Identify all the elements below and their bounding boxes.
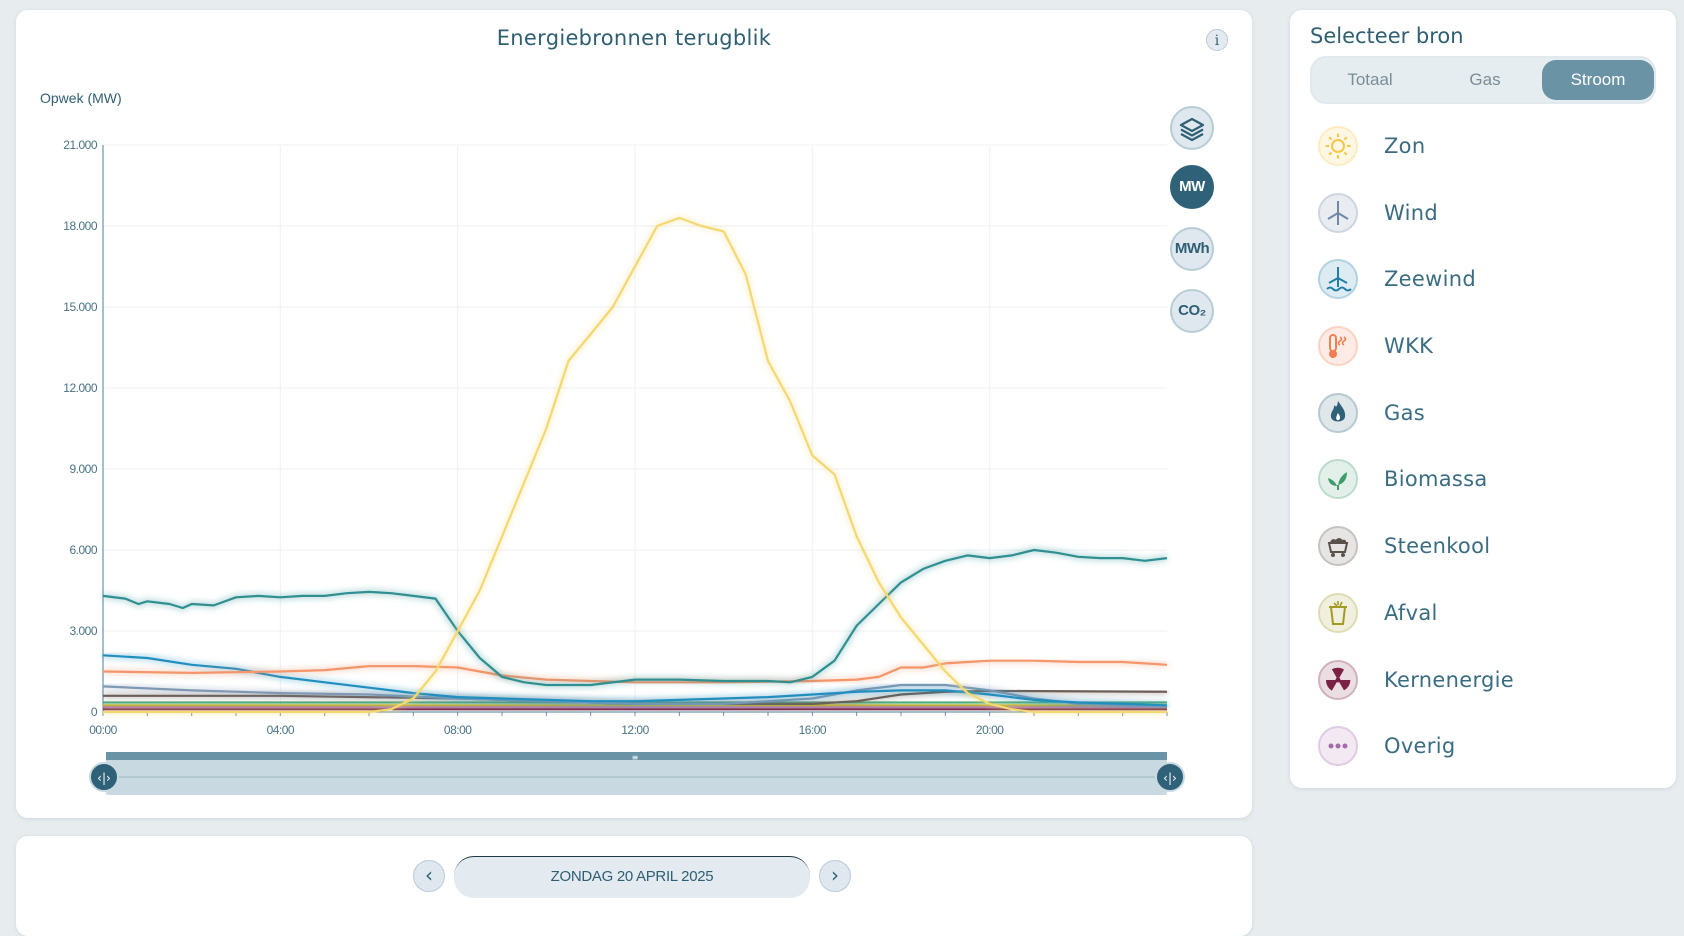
source-item-afval[interactable]: Afval xyxy=(1318,581,1658,648)
source-item-zon[interactable]: Zon xyxy=(1318,114,1658,181)
drag-handle-icon: ‹|› xyxy=(1163,771,1177,785)
waste-bin-icon xyxy=(1318,592,1358,633)
y-tick-label: 21.000 xyxy=(63,138,98,152)
source-label: Overig xyxy=(1384,734,1456,759)
y-tick-label: 3.000 xyxy=(69,624,97,638)
source-item-gas[interactable]: Gas xyxy=(1318,381,1658,448)
source-label: Gas xyxy=(1384,400,1425,425)
info-button[interactable]: i xyxy=(1206,29,1228,51)
range-slider-track[interactable] xyxy=(106,752,1167,795)
y-tick-label: 0 xyxy=(91,705,98,719)
source-item-wind[interactable]: Wind xyxy=(1318,181,1658,248)
x-tick-label: 12:00 xyxy=(621,723,649,737)
source-label: Afval xyxy=(1384,600,1438,625)
x-tick-label: 00:00 xyxy=(89,723,117,737)
unit-co2-button[interactable]: CO₂ xyxy=(1170,289,1214,333)
series-line-zeewind xyxy=(102,548,1168,687)
source-item-wkk[interactable]: WKK xyxy=(1318,314,1658,381)
more-dots-icon xyxy=(1318,726,1358,767)
source-label: Biomassa xyxy=(1384,467,1488,492)
y-tick-label: 6.000 xyxy=(69,543,97,557)
x-tick-label: 20:00 xyxy=(976,723,1004,737)
range-handle-left[interactable] xyxy=(89,762,119,792)
wind-turbine-icon xyxy=(1318,192,1358,233)
source-label: Zon xyxy=(1384,134,1426,158)
thermometer-icon xyxy=(1318,326,1358,367)
y-tick-label: 12.000 xyxy=(63,381,98,395)
chevron-left-icon: ‹ xyxy=(425,863,433,887)
source-label: Zeewind xyxy=(1384,267,1476,292)
y-tick-label: 15.000 xyxy=(63,300,98,314)
chevron-right-icon: › xyxy=(831,863,839,887)
leaf-icon xyxy=(1318,459,1358,500)
range-slider-bar xyxy=(106,752,1167,760)
unit-mw-button[interactable]: MW xyxy=(1170,165,1214,209)
y-tick-label: 18.000 xyxy=(63,219,98,233)
unit-mwh-button[interactable]: MWh xyxy=(1170,227,1214,271)
chart-title: Energiebronnen terugblik xyxy=(496,26,772,50)
drag-handle-icon: ‹|› xyxy=(97,771,111,785)
coal-cart-icon xyxy=(1318,526,1358,567)
layers-icon xyxy=(1179,117,1205,142)
source-item-kernenergie[interactable]: Kernenergie xyxy=(1318,648,1658,715)
next-day-button[interactable]: › xyxy=(819,860,851,892)
chart-plot: Opwek (MW) 0 3.000 6.000 9.000 12.000 15.000 18… xyxy=(40,90,1185,795)
series-line-zon xyxy=(103,216,1167,714)
y-axis-label: Opwek (MW) xyxy=(40,90,122,106)
radiation-icon xyxy=(1318,659,1358,700)
source-panel-title: Selecteer bron xyxy=(1310,24,1464,48)
source-label: Kernenergie xyxy=(1384,667,1515,692)
source-label: Steenkool xyxy=(1384,534,1491,559)
series-line-wind xyxy=(102,654,1168,707)
prev-day-button[interactable]: ‹ xyxy=(413,860,445,892)
source-item-steenkool[interactable]: Steenkool xyxy=(1318,514,1658,581)
date-nav-card: ‹ ZONDAG 20 APRIL 2025 › xyxy=(16,836,1252,936)
source-item-overig[interactable]: Overig xyxy=(1318,714,1658,781)
sun-icon xyxy=(1318,126,1358,166)
tab-stroom[interactable]: Stroom xyxy=(1542,60,1654,100)
source-panel: Selecteer bron Totaal Gas Stroom Zon Wind… xyxy=(1290,10,1676,788)
flame-icon xyxy=(1318,392,1358,433)
x-tick-label: 04:00 xyxy=(267,723,295,737)
offshore-wind-icon xyxy=(1318,259,1358,300)
x-tick-label: 08:00 xyxy=(444,723,472,737)
y-tick-label: 9.000 xyxy=(69,462,97,476)
range-slider-grip: ≡ xyxy=(632,753,639,762)
tab-totaal[interactable]: Totaal xyxy=(1347,70,1393,89)
source-tabs: Totaal Gas Stroom xyxy=(1310,56,1656,104)
source-item-zeewind[interactable]: Zeewind xyxy=(1318,247,1658,314)
source-label: Wind xyxy=(1384,200,1438,225)
source-item-biomassa[interactable]: Biomassa xyxy=(1318,447,1658,514)
chart-card: Energiebronnen terugblik i Opwek (MW) 0 3.… xyxy=(16,10,1252,818)
layers-button[interactable] xyxy=(1170,106,1214,150)
range-handle-right[interactable] xyxy=(1155,762,1185,792)
x-tick-label: 16:00 xyxy=(799,723,827,737)
source-list: Zon Wind Zeewind WKK Gas Biomassa Steenkool Afv… xyxy=(1318,114,1658,781)
date-picker[interactable]: ZONDAG 20 APRIL 2025 xyxy=(454,856,810,898)
tab-gas[interactable]: Gas xyxy=(1469,70,1501,89)
source-label: WKK xyxy=(1384,334,1434,359)
